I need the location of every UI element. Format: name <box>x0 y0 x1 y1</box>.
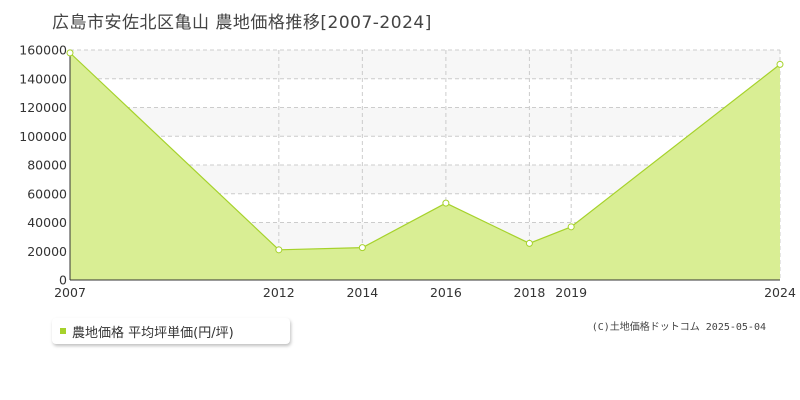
x-tick-label: 2024 <box>764 285 796 300</box>
chart-title: 広島市安佐北区亀山 農地価格推移[2007-2024] <box>52 13 432 33</box>
x-tick-label: 2012 <box>263 285 295 300</box>
x-tick-label: 2007 <box>54 285 86 300</box>
y-tick-label: 160000 <box>19 43 67 58</box>
x-tick-labels: 2007 2012 2014 2016 2018 2019 2024 <box>54 285 796 300</box>
data-point <box>66 49 74 57</box>
x-tick-label: 2018 <box>514 285 546 300</box>
legend: 農地価格 平均坪単価(円/坪) <box>52 318 290 344</box>
legend-swatch <box>60 328 66 334</box>
x-tick-label: 2014 <box>346 285 378 300</box>
y-tick-label: 120000 <box>19 100 67 115</box>
copyright-text: (C)土地価格ドットコム 2025-05-04 <box>591 322 766 333</box>
data-point <box>525 239 533 247</box>
y-tick-label: 20000 <box>27 244 67 259</box>
data-point <box>275 246 283 254</box>
y-tick-label: 0 <box>59 273 67 288</box>
y-tick-label: 40000 <box>27 215 67 230</box>
data-point <box>567 223 575 231</box>
x-tick-label: 2016 <box>430 285 462 300</box>
y-tick-labels: 0 20000 40000 60000 80000 100000 120000 140000 1… <box>19 43 67 288</box>
x-tick-label: 2019 <box>555 285 587 300</box>
area-fill <box>70 52 780 280</box>
axes <box>69 50 780 281</box>
data-point <box>776 60 784 68</box>
y-tick-label: 100000 <box>19 129 67 144</box>
y-tick-label: 140000 <box>19 71 67 86</box>
legend-label: 農地価格 平均坪単価(円/坪) <box>72 325 234 341</box>
y-tick-label: 60000 <box>27 186 67 201</box>
y-tick-label: 80000 <box>27 158 67 173</box>
background-band <box>70 107 780 137</box>
data-point <box>358 244 366 252</box>
data-point <box>442 199 450 207</box>
background-band <box>70 50 780 79</box>
data-points <box>66 49 784 254</box>
